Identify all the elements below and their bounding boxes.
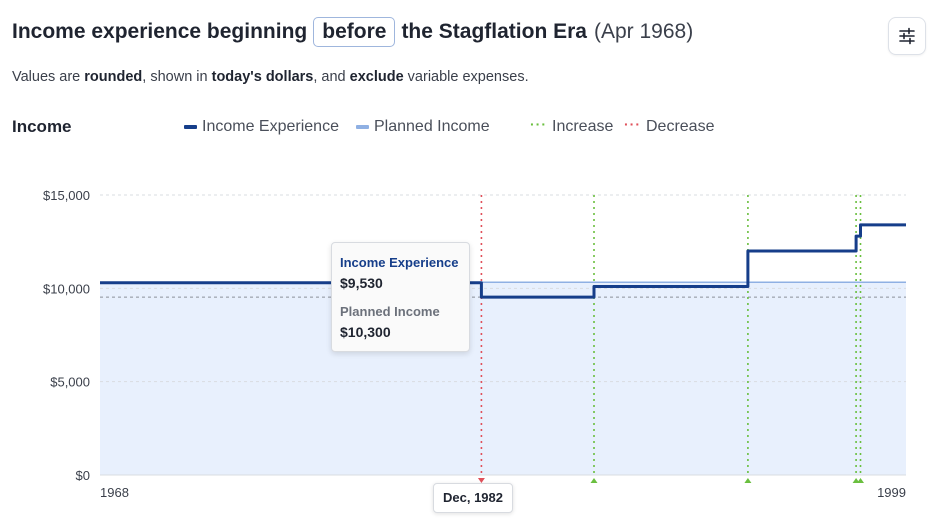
- y-tick-label: $10,000: [43, 281, 90, 296]
- chart-title: Income experience beginning before the S…: [12, 17, 693, 47]
- tooltip-experience-label: Income Experience: [340, 255, 459, 270]
- title-suffix: the Stagflation Era: [401, 20, 587, 43]
- start-date: (Apr 1968): [593, 20, 694, 43]
- y-tick-label: $15,000: [43, 188, 90, 203]
- chart-subtitle: Values are rounded, shown in today's dol…: [12, 69, 529, 85]
- legend-swatch: [356, 125, 369, 129]
- income-experience-line: [100, 223, 906, 299]
- subtitle-text: variable expenses.: [403, 69, 529, 85]
- planned-income-area: [100, 282, 906, 475]
- tooltip-planned-label: Planned Income: [340, 304, 440, 319]
- hover-tooltip: Income Experience $9,530 Planned Income …: [331, 242, 470, 352]
- legend-label: Decrease: [646, 118, 715, 135]
- y-tick-label: $5,000: [50, 375, 90, 390]
- era-selector-button[interactable]: before: [313, 17, 396, 47]
- legend-planned-income[interactable]: Planned Income: [356, 118, 490, 136]
- increase-marker: [852, 478, 860, 483]
- decrease-marker: [477, 478, 485, 483]
- legend-dots: ···: [624, 116, 641, 132]
- hover-date-label: Dec, 1982: [433, 483, 513, 513]
- increase-marker: [857, 478, 864, 483]
- legend-dots: ···: [530, 116, 547, 132]
- sliders-icon: [899, 27, 915, 45]
- increase-marker: [744, 478, 752, 483]
- x-tick-label: 1999: [877, 485, 906, 500]
- x-tick-label: 1968: [100, 485, 129, 500]
- legend-increase[interactable]: ··· Increase: [530, 116, 614, 136]
- subtitle-text: , shown in: [142, 69, 212, 85]
- title-prefix: Income experience beginning: [12, 20, 308, 43]
- tooltip-experience-value: $9,530: [340, 275, 383, 291]
- subtitle-bold: exclude: [349, 69, 404, 85]
- tooltip-planned-value: $10,300: [340, 324, 391, 340]
- settings-button[interactable]: [888, 17, 926, 55]
- y-tick-label: $0: [76, 468, 90, 483]
- subtitle-bold: today's dollars: [211, 69, 314, 85]
- increase-marker: [590, 478, 598, 483]
- legend-decrease[interactable]: ··· Decrease: [624, 116, 715, 136]
- legend-label: Income Experience: [202, 118, 339, 135]
- income-label: Income: [12, 117, 72, 136]
- legend-label: Planned Income: [374, 118, 490, 135]
- subtitle-bold: rounded: [84, 69, 143, 85]
- legend-income-experience[interactable]: Income Experience: [184, 118, 339, 136]
- subtitle-text: Values are: [12, 69, 85, 85]
- subtitle-text: , and: [313, 69, 350, 85]
- legend-swatch: [184, 125, 197, 129]
- legend-label: Increase: [552, 118, 614, 135]
